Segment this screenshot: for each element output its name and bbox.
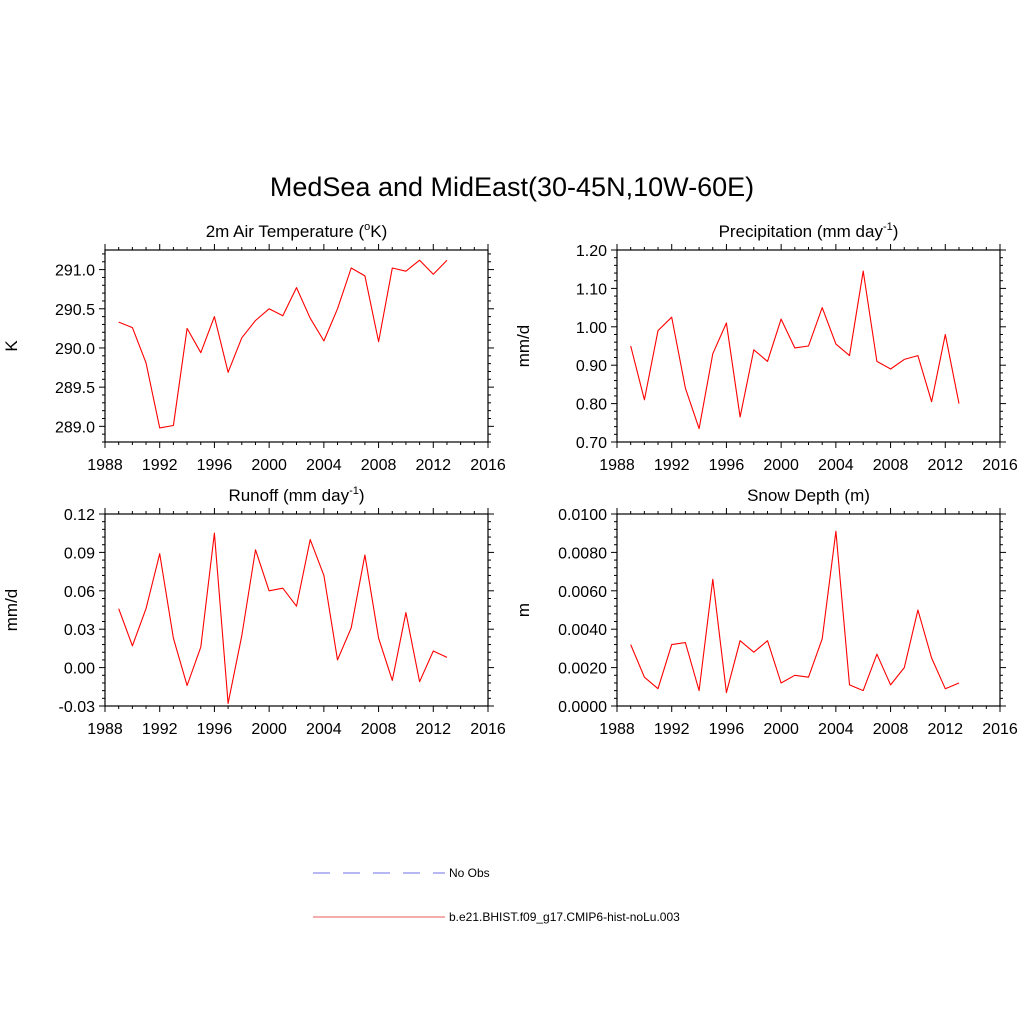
panel-precipitation: 1988 1992 1996 2000 2004 2008 2012 2016 0.70 0.80… — [514, 221, 1018, 474]
air-temperature-xtick-label: 1992 — [142, 457, 178, 474]
runoff-xtick-label: 2012 — [415, 721, 451, 738]
runoff-ytick-label: 0.03 — [64, 622, 95, 639]
precipitation-xtick-label: 1992 — [654, 457, 690, 474]
snow-depth-xtick-label: 1996 — [709, 721, 745, 738]
runoff-ytick-label: 0.00 — [64, 661, 95, 678]
precipitation-xtick-label: 1996 — [709, 457, 745, 474]
precipitation-ytick-label: 0.80 — [576, 397, 607, 414]
precipitation-ytick-label: 1.20 — [576, 243, 607, 260]
air-temperature-y-axis-label: K — [2, 340, 21, 352]
precipitation-y-axis-label: mm/d — [514, 325, 533, 368]
air-temperature-ytick-label: 291.0 — [55, 263, 95, 280]
air-temperature-xtick-label: 2012 — [415, 457, 451, 474]
precipitation-xtick-label: 2016 — [982, 457, 1018, 474]
air-temperature-series-line — [118, 259, 448, 429]
snow-depth-xtick-label: 2008 — [873, 721, 909, 738]
air-temperature-panel-title: 2m Air Temperature (oK) — [206, 221, 388, 241]
legend-label-model: b.e21.BHIST.f09_g17.CMIP6-hist-noLu.003 — [449, 910, 680, 924]
air-temperature-ytick-label: 289.0 — [55, 419, 95, 436]
runoff-ytick-label: 0.12 — [64, 507, 95, 524]
snow-depth-y-axis-label: m — [514, 603, 533, 617]
panel-snow-depth: 1988 1992 1996 2000 2004 2008 2012 2016 0.0000 0.… — [514, 486, 1018, 738]
legend-label-no-obs: No Obs — [449, 866, 490, 880]
snow-depth-ytick-label: 0.0100 — [558, 507, 607, 524]
precipitation-xtick-label: 2000 — [763, 457, 799, 474]
snow-depth-ytick-label: 0.0060 — [558, 584, 607, 601]
runoff-xtick-label: 1996 — [197, 721, 233, 738]
runoff-xtick-label: 2008 — [361, 721, 397, 738]
panel-runoff: 1988 1992 1996 2000 2004 2008 2012 2016 -0.03 0.0… — [2, 485, 506, 738]
figure-title: MedSea and MidEast(30-45N,10W-60E) — [270, 172, 754, 202]
precipitation-xtick-label: 2008 — [873, 457, 909, 474]
air-temperature-ytick-label: 290.0 — [55, 341, 95, 358]
air-temperature-xtick-label: 2004 — [306, 457, 342, 474]
snow-depth-series-line — [630, 530, 960, 694]
snow-depth-panel-title: Snow Depth (m) — [747, 486, 870, 505]
precipitation-xtick-label: 2012 — [927, 457, 963, 474]
air-temperature-ytick-label: 289.5 — [55, 380, 95, 397]
runoff-series-line — [118, 532, 448, 704]
runoff-y-axis-label: mm/d — [2, 589, 21, 632]
precipitation-xtick-label: 1988 — [599, 457, 635, 474]
snow-depth-ytick-label: 0.0040 — [558, 622, 607, 639]
runoff-ytick-label: -0.03 — [59, 699, 96, 716]
snow-depth-xtick-label: 2000 — [763, 721, 799, 738]
snow-depth-xtick-label: 1988 — [599, 721, 635, 738]
snow-depth-xtick-label: 2004 — [818, 721, 854, 738]
snow-depth-xtick-label: 1992 — [654, 721, 690, 738]
precipitation-ytick-label: 1.10 — [576, 281, 607, 298]
runoff-ytick-label: 0.09 — [64, 545, 95, 562]
air-temperature-xtick-label: 2000 — [251, 457, 287, 474]
runoff-xtick-label: 2016 — [470, 721, 506, 738]
precipitation-ytick-label: 1.00 — [576, 320, 607, 337]
air-temperature-xtick-label: 1988 — [87, 457, 123, 474]
snow-depth-xtick-label: 2016 — [982, 721, 1018, 738]
snow-depth-xtick-label: 2012 — [927, 721, 963, 738]
runoff-xtick-label: 2004 — [306, 721, 342, 738]
snow-depth-ytick-label: 0.0000 — [558, 699, 607, 716]
precipitation-panel-title: Precipitation (mm day-1) — [719, 221, 899, 241]
legend: No Obs b.e21.BHIST.f09_g17.CMIP6-hist-no… — [313, 866, 680, 924]
precipitation-series-line — [630, 270, 960, 430]
air-temperature-xtick-label: 2008 — [361, 457, 397, 474]
air-temperature-xtick-label: 2016 — [470, 457, 506, 474]
runoff-xtick-label: 1992 — [142, 721, 178, 738]
runoff-xtick-label: 1988 — [87, 721, 123, 738]
air-temperature-plot-frame — [104, 249, 489, 443]
precipitation-ytick-label: 0.90 — [576, 358, 607, 375]
precipitation-ytick-label: 0.70 — [576, 435, 607, 452]
runoff-plot-frame — [104, 513, 489, 707]
air-temperature-ytick-label: 290.5 — [55, 302, 95, 319]
panel-air-temperature: 1988 1992 1996 2000 2004 2008 2012 2016 289.0 289… — [2, 221, 506, 474]
snow-depth-ytick-label: 0.0020 — [558, 661, 607, 678]
snow-depth-ytick-label: 0.0080 — [558, 545, 607, 562]
air-temperature-xtick-label: 1996 — [197, 457, 233, 474]
runoff-panel-title: Runoff (mm day-1) — [228, 485, 364, 505]
precipitation-xtick-label: 2004 — [818, 457, 854, 474]
runoff-xtick-label: 2000 — [251, 721, 287, 738]
runoff-ytick-label: 0.06 — [64, 584, 95, 601]
